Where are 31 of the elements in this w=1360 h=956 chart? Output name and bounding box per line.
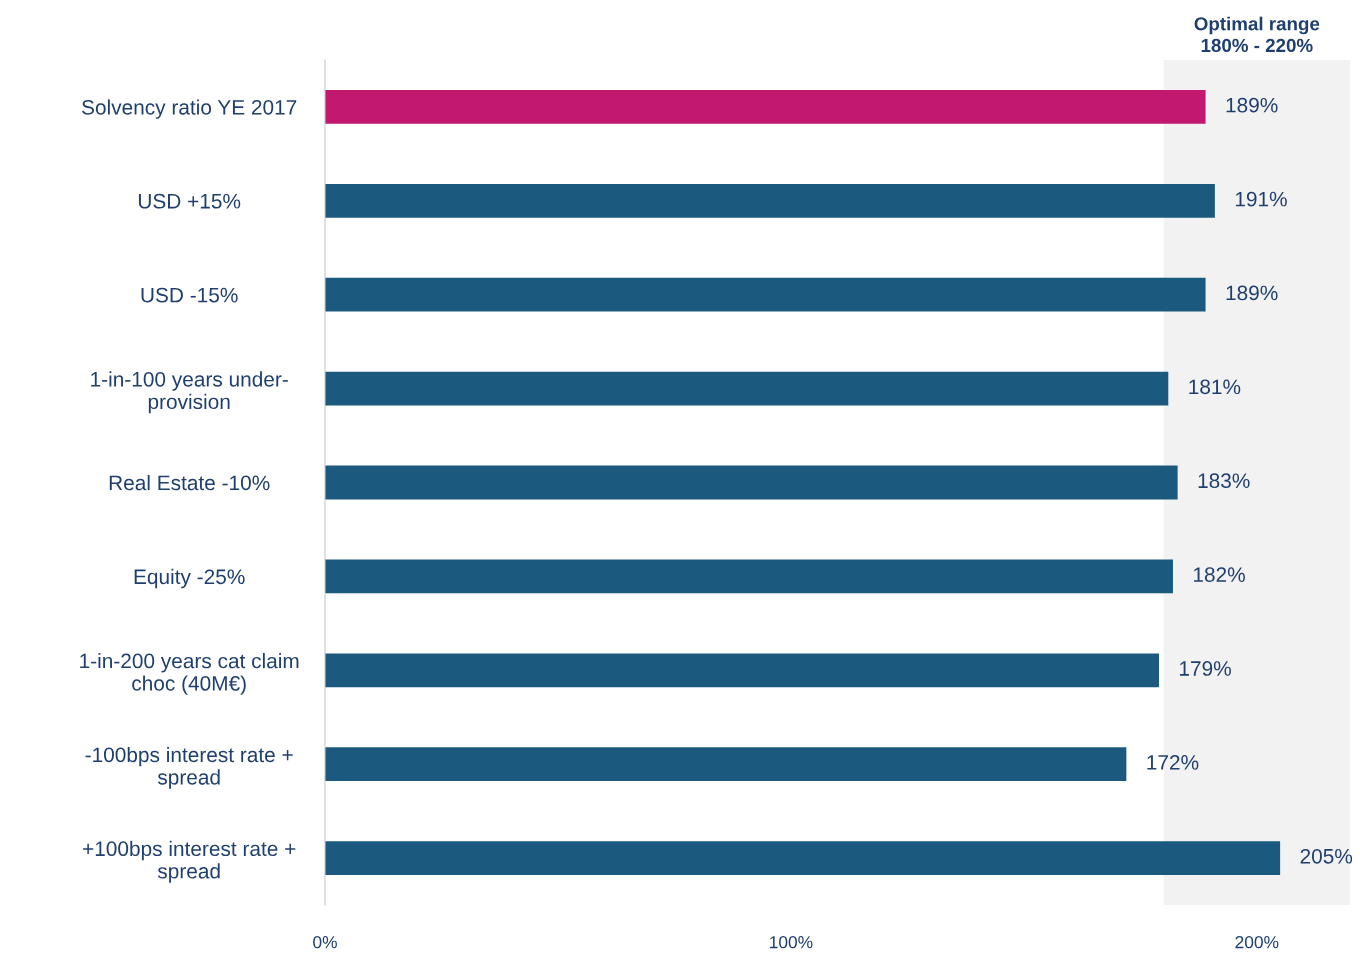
y-tick-label: USD -15% xyxy=(141,287,238,303)
x-tick-label: 100% xyxy=(770,936,813,949)
bar xyxy=(325,559,1173,594)
bar xyxy=(325,90,1206,124)
bar xyxy=(325,653,1159,688)
y-tick-label: Real Estate -10% xyxy=(109,474,270,491)
data-label: 191% xyxy=(1235,191,1287,207)
y-tick-label: +100bps interest rate + spread xyxy=(83,840,296,883)
data-label: 182% xyxy=(1193,567,1245,582)
data-label: 172% xyxy=(1147,755,1199,770)
x-tick-label: 200% xyxy=(1235,936,1279,949)
data-label: 181% xyxy=(1189,379,1241,395)
data-label: 205% xyxy=(1300,848,1353,864)
band-label: Optimal range 180% - 220% xyxy=(1194,16,1320,53)
y-tick-label: Solvency ratio YE 2017 xyxy=(82,99,297,119)
bar xyxy=(325,841,1281,875)
bar xyxy=(325,747,1127,782)
y-tick-label: 1-in-100 years under- provision xyxy=(91,371,288,414)
data-label: 189% xyxy=(1226,285,1278,301)
y-tick-label: Equity -25% xyxy=(134,568,245,589)
data-label: 183% xyxy=(1198,473,1250,489)
y-tick-label: 1-in-200 years cat claim choc (40M€) xyxy=(80,653,299,695)
data-label: 189% xyxy=(1226,97,1278,113)
x-tick-label: 0% xyxy=(313,936,337,949)
data-label: 179% xyxy=(1180,661,1231,676)
bar xyxy=(325,465,1178,500)
y-tick-label: -100bps interest rate + spread xyxy=(85,746,293,789)
bar xyxy=(325,371,1169,406)
y-tick-label: USD +15% xyxy=(138,193,241,209)
bar xyxy=(325,183,1215,218)
bar xyxy=(325,277,1206,312)
